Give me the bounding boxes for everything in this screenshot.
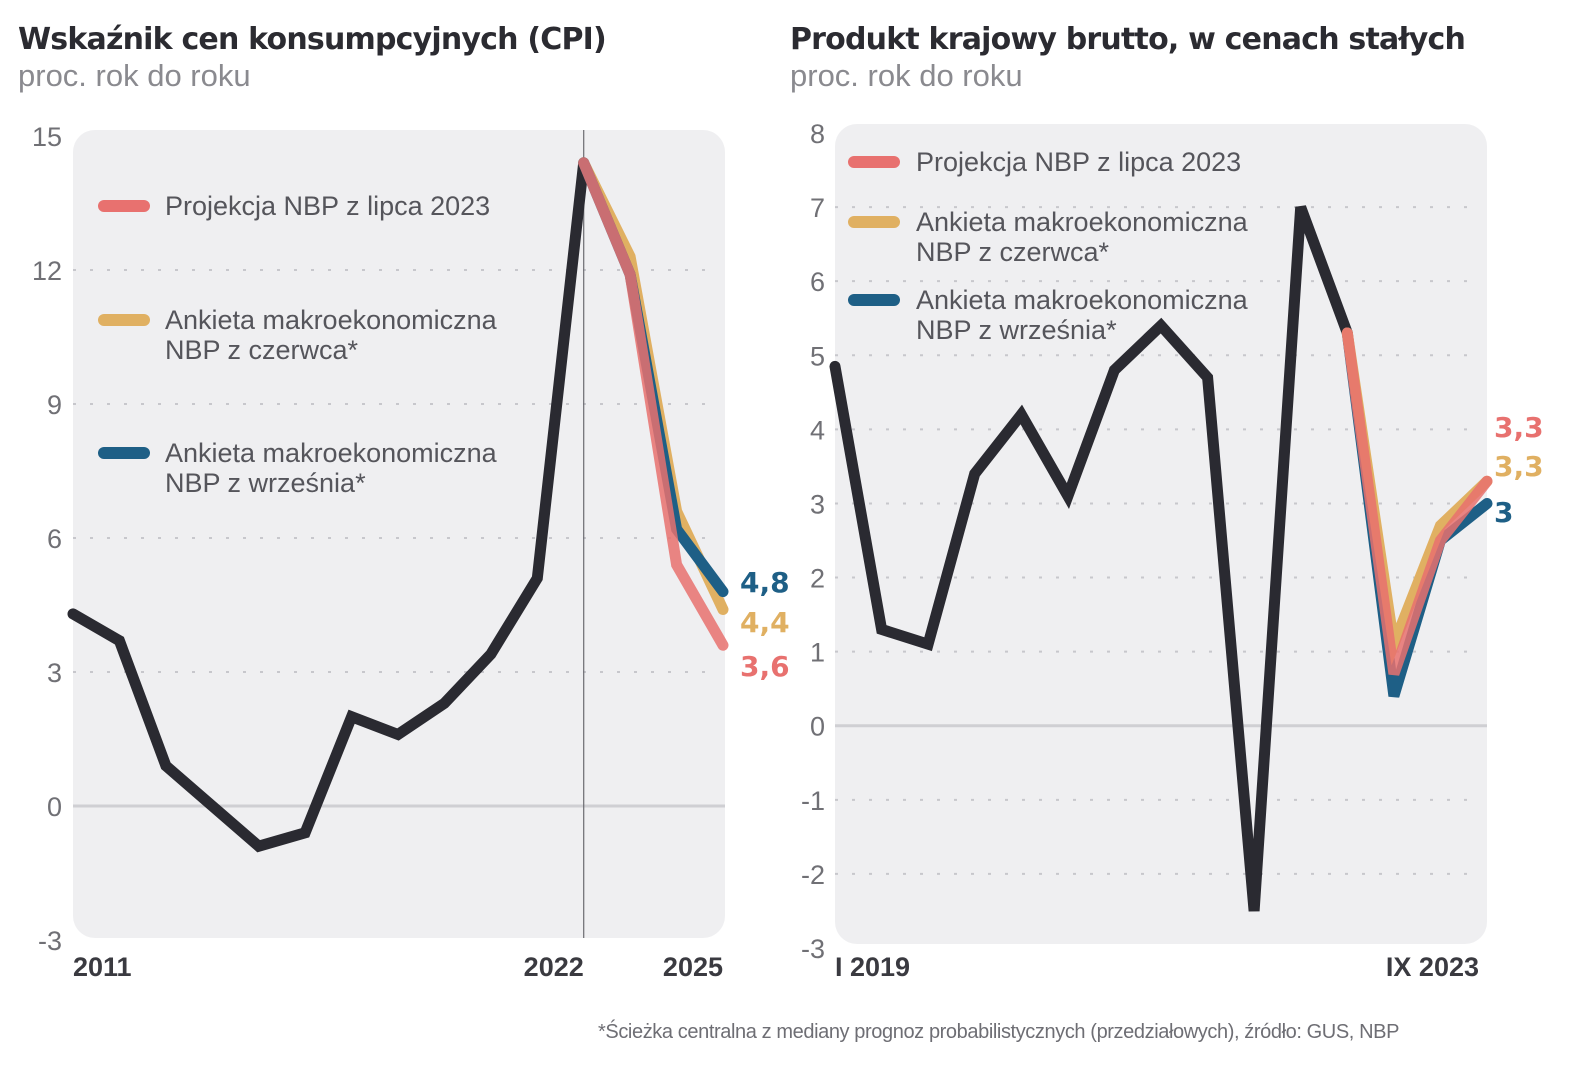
gdp-y-tick-label: -1 xyxy=(801,786,825,816)
gdp-y-tick-label: 7 xyxy=(810,193,825,223)
gdp-end-label-survey_june: 3,3 xyxy=(1494,450,1544,483)
gdp-y-tick-label: 6 xyxy=(810,267,825,297)
gdp-legend-label: Ankieta makroekonomiczna xyxy=(916,285,1249,315)
gdp-y-tick-label: 5 xyxy=(810,341,825,371)
cpi-legend-label: NBP z czerwca* xyxy=(165,335,359,365)
cpi-end-label-projection_july: 3,6 xyxy=(740,650,790,683)
gdp-end-label-survey_september: 3 xyxy=(1494,496,1513,529)
cpi-legend-label: Projekcja NBP z lipca 2023 xyxy=(165,191,490,221)
gdp-x-tick-label: IX 2023 xyxy=(1386,952,1479,982)
gdp-y-tick-label: 8 xyxy=(810,119,825,149)
gdp-plot-background xyxy=(835,124,1487,944)
gdp-y-tick-label: 4 xyxy=(810,415,825,445)
gdp-series-line-projection_july xyxy=(1341,327,1493,676)
gdp-y-tick-label: -3 xyxy=(801,934,825,964)
cpi-chart-title: Wskaźnik cen konsumpcyjnych (CPI) xyxy=(18,22,607,57)
cpi-end-label-survey_june: 4,4 xyxy=(740,606,790,639)
cpi-y-tick-label: 0 xyxy=(47,792,62,822)
cpi-y-tick-label: 3 xyxy=(47,658,62,688)
gdp-chart-subtitle: proc. rok do roku xyxy=(790,58,1023,93)
cpi-x-tick-label: 2022 xyxy=(524,952,584,982)
gdp-legend-label: NBP z czerwca* xyxy=(916,237,1110,267)
gdp-y-tick-label: -2 xyxy=(801,860,825,890)
footnote: *Ścieżka centralna z mediany prognoz pro… xyxy=(598,1021,1400,1043)
cpi-legend-label: NBP z września* xyxy=(165,468,366,498)
cpi-x-tick-label: 2025 xyxy=(663,952,723,982)
cpi-legend-label: Ankieta makroekonomiczna xyxy=(165,438,498,468)
cpi-end-label-survey_september: 4,8 xyxy=(740,566,790,599)
gdp-end-label-projection_july: 3,3 xyxy=(1494,411,1544,444)
cpi-legend-label: Ankieta makroekonomiczna xyxy=(165,305,498,335)
gdp-chart-title: Produkt krajowy brutto, w cenach stałych xyxy=(790,22,1466,57)
gdp-x-tick-label: I 2019 xyxy=(835,952,910,982)
gdp-legend-label: Projekcja NBP z lipca 2023 xyxy=(916,147,1241,177)
cpi-y-tick-label: 6 xyxy=(47,524,62,554)
cpi-series-line-actual xyxy=(67,157,590,853)
cpi-y-tick-label: 9 xyxy=(47,390,62,420)
cpi-x-tick-label: 2011 xyxy=(73,952,132,982)
gdp-legend-label: NBP z września* xyxy=(916,315,1117,345)
gdp-chart: 8 7 6 5 4 3 2 1 0 -1 -2 -3 I 2019 IX 2023 Projekcja NB… xyxy=(801,119,1544,982)
gdp-y-tick-label: 3 xyxy=(810,489,825,519)
cpi-y-tick-label: 15 xyxy=(32,122,62,152)
gdp-y-tick-label: 2 xyxy=(810,564,825,594)
cpi-y-tick-label: 12 xyxy=(32,256,62,286)
gdp-legend-label: Ankieta makroekonomiczna xyxy=(916,207,1249,237)
gdp-series-line-actual xyxy=(829,205,1353,912)
cpi-series-line-projection_july xyxy=(578,157,729,651)
cpi-chart: 15 12 9 6 3 0 -3 2011 2022 2025 Projekcja NBP z li… xyxy=(32,122,790,982)
gdp-y-tick-label: 1 xyxy=(810,638,825,668)
cpi-y-tick-label: -3 xyxy=(38,926,62,956)
cpi-chart-subtitle: proc. rok do roku xyxy=(18,58,251,93)
gdp-y-tick-label: 0 xyxy=(810,712,825,742)
